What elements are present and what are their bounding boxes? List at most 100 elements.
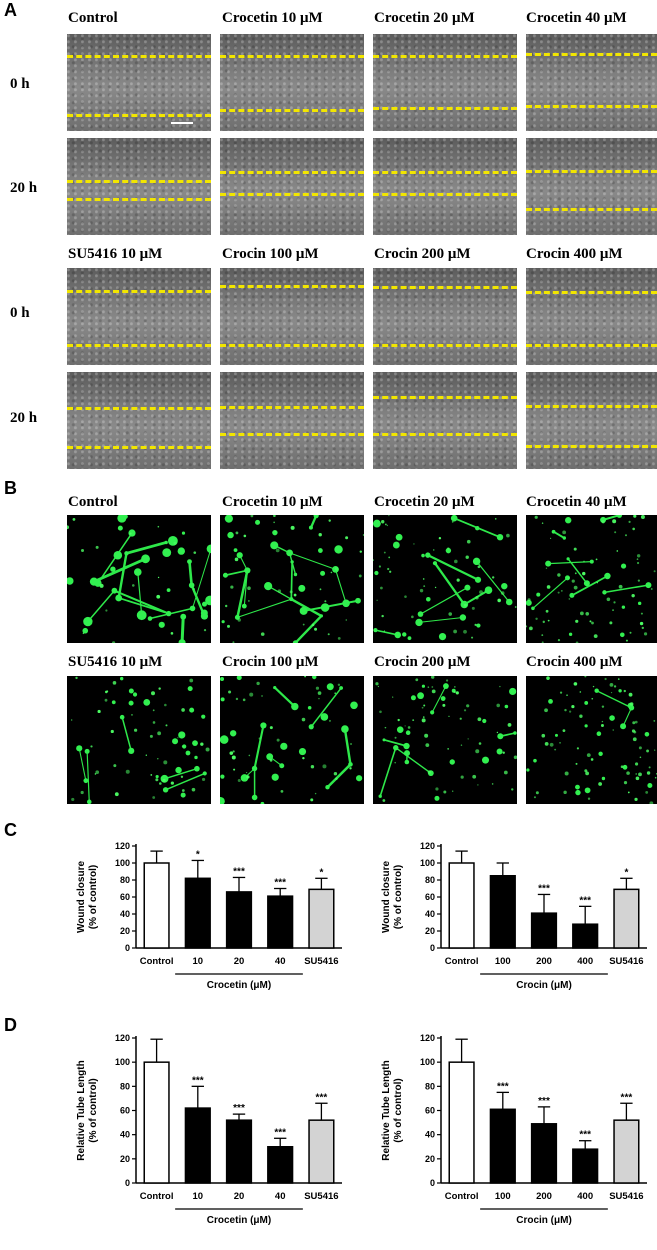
x-tick-label: 100 (495, 956, 511, 967)
x-tick-label: Control (445, 956, 479, 967)
significance-mark: * (196, 849, 200, 860)
bar (448, 1061, 475, 1184)
wound-edge-line (220, 406, 364, 409)
y-axis-label: Wound closure(% of control) (76, 861, 99, 933)
significance-mark: *** (316, 1092, 328, 1103)
bar (489, 875, 516, 949)
y-axis-label: Relative Tube Length(% of control) (381, 1060, 404, 1160)
bar (308, 888, 335, 949)
wound-image-crocin400-20h (526, 372, 657, 469)
bar (267, 895, 294, 949)
x-tick-label: SU5416 (609, 956, 643, 967)
y-tick-label: 120 (420, 1033, 435, 1043)
y-tick-label: 0 (430, 1178, 435, 1188)
significance-mark: *** (538, 1096, 550, 1107)
cell-clusters (67, 515, 211, 643)
y-tick-label: 40 (120, 909, 130, 919)
wound-image-control-0h (67, 34, 211, 131)
y-axis-label: Wound closure(% of control) (381, 861, 404, 933)
wound-image-crocin400-0h (526, 268, 657, 365)
bar (489, 1108, 516, 1184)
tube-image-crocin400 (526, 676, 657, 804)
wound-image-crocetin10-20h (220, 138, 364, 235)
y-tick-label: 120 (420, 841, 435, 851)
panel-label-d: D (4, 1015, 17, 1035)
y-tick-label: 80 (120, 875, 130, 885)
tube-title-crocin-100: Crocin 100 μM (222, 654, 319, 670)
y-tick-label: 60 (425, 1106, 435, 1116)
wound-title-crocin-100: Crocin 100 μM (222, 246, 319, 262)
x-tick-label: Control (445, 1191, 479, 1202)
cell-clusters (526, 515, 656, 643)
chart-c-crocetin: Wound closure(% of control) 0 20 40 60 80 100 1… (76, 841, 342, 991)
wound-edge-line (67, 407, 211, 410)
bar (184, 877, 211, 949)
wound-edge-line (373, 344, 517, 347)
bar (530, 912, 558, 949)
significance-mark: *** (497, 1081, 509, 1092)
bar (530, 1123, 558, 1184)
significance-mark: *** (621, 1092, 633, 1103)
group-label: Crocin (μM) (516, 1215, 572, 1226)
bar (225, 891, 253, 949)
bar (572, 923, 599, 949)
wound-title-su5416: SU5416 10 μM (68, 246, 163, 262)
tube-image-su5416 (67, 676, 211, 804)
wound-edge-line (373, 286, 517, 289)
tube-image-crocetin10 (220, 515, 364, 643)
bar (448, 862, 475, 949)
wound-edge-line (67, 198, 211, 201)
tube-image-crocin100 (220, 676, 364, 804)
wound-edge-line (220, 55, 364, 58)
group-label: Crocetin (μM) (207, 980, 271, 991)
y-tick-label: 20 (425, 1154, 435, 1164)
wound-edge-line (220, 285, 364, 288)
significance-mark: *** (274, 1127, 286, 1138)
wound-edge-line (526, 170, 657, 173)
significance-mark: *** (579, 895, 591, 906)
row-label-0h-bottom: 0 h (10, 305, 30, 321)
wound-edge-line (220, 109, 364, 112)
wound-edge-line (220, 344, 364, 347)
chart-d-crocin: Relative Tube Length(% of control) 0 20 40 6… (381, 1033, 647, 1226)
wound-image-crocetin20-0h (373, 34, 517, 131)
row-label-0h-top: 0 h (10, 76, 30, 92)
bar (267, 1146, 294, 1184)
cell-clusters (375, 676, 517, 802)
wound-image-crocetin40-20h (526, 138, 657, 235)
significance-mark: * (319, 867, 323, 878)
tube-title-crocin-400: Crocin 400 μM (526, 654, 623, 670)
x-tick-label: 200 (536, 1191, 552, 1202)
wound-edge-line (220, 433, 364, 436)
y-tick-label: 0 (125, 943, 130, 953)
y-tick-label: 20 (120, 926, 130, 936)
wound-edge-line (526, 445, 657, 448)
y-tick-label: 60 (425, 892, 435, 902)
y-tick-label: 40 (425, 1130, 435, 1140)
y-tick-label: 80 (120, 1081, 130, 1091)
y-tick-label: 40 (425, 909, 435, 919)
tube-title-crocetin-20: Crocetin 20 μM (374, 494, 475, 510)
y-tick-label: 0 (430, 943, 435, 953)
y-tick-label: 120 (115, 841, 130, 851)
chart-c-crocin: Wound closure(% of control) 0 20 40 60 80 100 1… (381, 841, 647, 991)
tube-image-crocetin20 (373, 515, 517, 643)
panel-label-c: C (4, 820, 17, 840)
x-tick-label: SU5416 (609, 1191, 643, 1202)
wound-edge-line (67, 344, 211, 347)
bar (143, 1061, 170, 1184)
bar (613, 1119, 640, 1184)
y-tick-label: 20 (120, 1154, 130, 1164)
wound-image-crocetin40-0h (526, 34, 657, 131)
cell-clusters (220, 676, 363, 804)
tube-image-crocetin40 (526, 515, 657, 643)
wound-edge-line (526, 344, 657, 347)
wound-edge-line (67, 180, 211, 183)
cell-clusters (71, 676, 210, 804)
wound-image-su5416-20h (67, 372, 211, 469)
wound-title-crocetin-40: Crocetin 40 μM (526, 10, 627, 26)
wound-edge-line (220, 171, 364, 174)
y-tick-label: 100 (115, 858, 130, 868)
wound-edge-line (526, 291, 657, 294)
cell-clusters (221, 515, 364, 643)
